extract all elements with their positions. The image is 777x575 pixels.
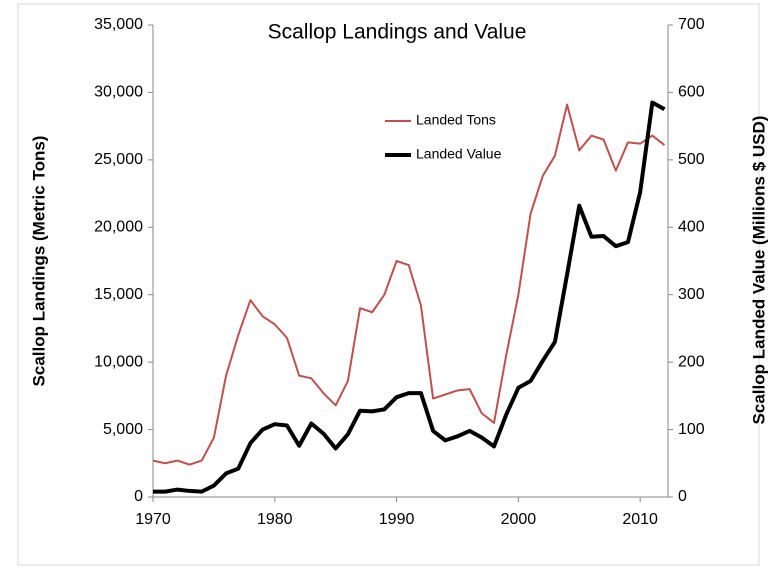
x-tick-label: 1970 [135,511,171,528]
y-tick-label: 20,000 [94,219,143,236]
data-line [152,103,666,466]
y2-tick-label: 600 [678,84,705,101]
y2-tick-label: 100 [678,421,705,438]
x-tick-label: 2010 [622,511,658,528]
y-tick-label: 25,000 [94,151,143,168]
y2-tick-label: 200 [678,353,705,370]
y-tick-label: 35,000 [94,16,143,33]
y2-tick-label: 500 [678,151,705,168]
x-tick-label: 1990 [379,511,415,528]
y-tick-label: 30,000 [94,84,143,101]
legend-label: Landed Tons [416,112,496,128]
chart-title: Scallop Landings and Value [268,21,527,44]
y2-axis-label: Scallop Landed Value (Millions $ USD) [749,116,768,425]
y2-tick-label: 0 [678,488,687,505]
y-axis-label: Scallop Landings (Metric Tons) [29,136,48,387]
y2-tick-label: 700 [678,16,705,33]
y-tick-label: 10,000 [94,353,143,370]
y-tick-label: 15,000 [94,286,143,303]
legend-label: Landed Value [416,146,502,162]
y-tick-label: 0 [134,488,143,505]
chart-frame [17,3,760,566]
y2-tick-label: 400 [678,219,705,236]
y2-tick-label: 300 [678,286,705,303]
x-tick-label: 2000 [501,511,537,528]
y-tick-label: 5,000 [103,421,143,438]
x-tick-label: 1980 [257,511,293,528]
data-line [153,100,666,494]
